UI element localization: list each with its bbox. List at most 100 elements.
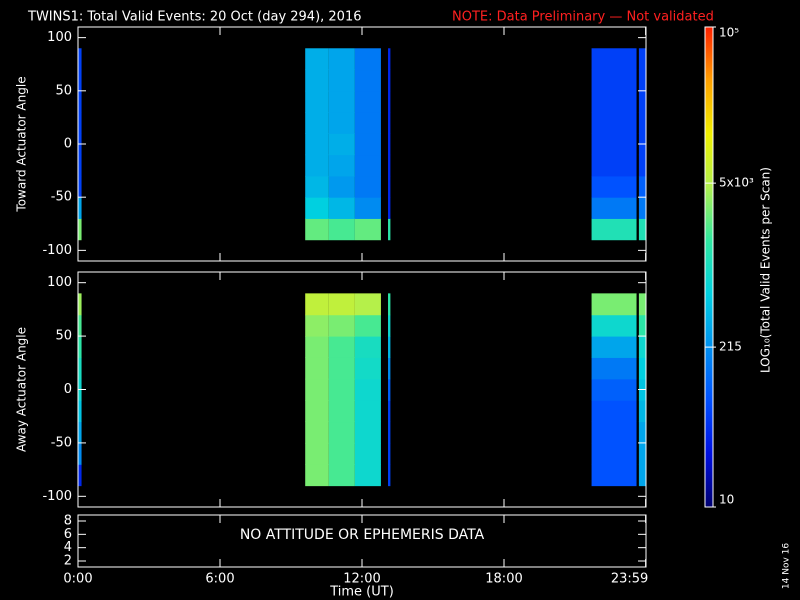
heat-cell <box>591 154 637 177</box>
colorbar <box>704 26 714 508</box>
y-tick-label: 50 <box>55 329 72 344</box>
x-axis-label: Time (UT) <box>329 585 394 600</box>
colorbar-tick-label: 215 <box>719 340 742 354</box>
y-tick-label: 2 <box>64 554 72 569</box>
heat-cell <box>78 218 82 241</box>
heat-cell <box>78 400 82 423</box>
heat-cell <box>328 133 355 156</box>
heat-cell <box>354 314 381 337</box>
heat-cell <box>328 336 355 358</box>
heat-cell <box>638 293 646 316</box>
y-tick-label: 0 <box>64 137 72 152</box>
heat-cell <box>354 90 381 113</box>
date-stamp: 14 Nov 16 <box>782 543 792 589</box>
heat-cell <box>328 112 355 134</box>
heat-cell <box>591 197 637 219</box>
heat-cell <box>388 336 391 358</box>
heat-cell <box>591 218 637 241</box>
heat-cell <box>305 133 329 156</box>
y-tick-label: -50 <box>51 190 72 205</box>
heat-cell <box>388 464 391 487</box>
heat-cell <box>638 442 646 465</box>
heat-cell <box>388 133 391 156</box>
heat-cell <box>305 442 329 465</box>
heat-cell <box>591 133 637 156</box>
heat-cell <box>388 48 391 71</box>
heat-cell <box>78 293 82 316</box>
x-tick-label: 6:00 <box>205 572 234 587</box>
heat-cell <box>328 400 355 423</box>
heat-cell <box>78 90 82 113</box>
y-tick-label: 100 <box>47 275 72 290</box>
heat-cell <box>328 442 355 465</box>
heat-cell <box>354 218 381 241</box>
heat-cell <box>591 442 637 465</box>
heat-cell <box>328 90 355 113</box>
heat-cell <box>354 154 381 177</box>
heat-cell <box>638 464 646 487</box>
heat-cell <box>591 175 637 198</box>
y-tick-label: 0 <box>64 382 72 397</box>
heat-cell <box>388 400 391 423</box>
heat-cell <box>591 314 637 337</box>
heat-cell <box>354 442 381 465</box>
heat-cell <box>638 218 646 241</box>
heat-cell <box>388 69 391 92</box>
y-axis-label: Toward Actuator Angle <box>15 76 29 212</box>
heat-cell <box>354 197 381 219</box>
heat-cell <box>638 175 646 198</box>
heat-cell <box>328 69 355 92</box>
heat-cell <box>305 357 329 380</box>
heat-cell <box>388 421 391 444</box>
heat-cell <box>388 314 391 337</box>
heat-cell <box>78 421 82 444</box>
heat-cell <box>305 154 329 177</box>
heat-cell <box>388 442 391 465</box>
heat-cell <box>354 175 381 198</box>
heat-cell <box>354 464 381 487</box>
colorbar-label: LOG₁₀(Total Valid Events per Scan) <box>759 167 773 373</box>
heat-cell <box>78 336 82 358</box>
colorbar-tick-label: 5x10³ <box>719 176 754 190</box>
heat-cell <box>328 378 355 401</box>
x-tick-label: 12:00 <box>343 572 380 587</box>
heat-cell <box>328 464 355 487</box>
heat-cell <box>354 421 381 444</box>
heat-cell <box>591 90 637 113</box>
heat-cell <box>305 421 329 444</box>
x-tick-label: 23:59 <box>611 572 648 587</box>
heat-cell <box>305 90 329 113</box>
heat-cell <box>638 336 646 358</box>
heat-cell <box>388 357 391 380</box>
heat-cell <box>305 218 329 241</box>
heat-cell <box>388 218 391 241</box>
heat-cell <box>591 293 637 316</box>
heat-cell <box>591 400 637 423</box>
heat-cell <box>591 464 637 487</box>
y-tick-label: 8 <box>64 514 72 529</box>
x-tick-label: 0:00 <box>63 572 92 587</box>
heat-cell <box>638 90 646 113</box>
heat-cell <box>591 112 637 134</box>
heat-cell <box>305 112 329 134</box>
chart-title: TWINS1: Total Valid Events: 20 Oct (day … <box>27 10 362 25</box>
note: NOTE: Data Preliminary — Not validated <box>452 10 714 25</box>
heat-cell <box>78 442 82 465</box>
y-tick-label: 4 <box>64 540 72 555</box>
y-tick-label: -100 <box>42 243 72 258</box>
y-tick-label: -100 <box>42 489 72 504</box>
y-tick-label: -50 <box>51 435 72 450</box>
heat-cell <box>305 48 329 71</box>
heat-cell <box>591 336 637 358</box>
y-axis-label: Away Actuator Angle <box>15 327 29 452</box>
heat-cell <box>305 197 329 219</box>
heat-cell <box>638 400 646 423</box>
heat-cell <box>388 293 391 316</box>
heat-cell <box>78 314 82 337</box>
heat-cell <box>78 154 82 177</box>
heat-cell <box>354 69 381 92</box>
heat-cell <box>328 314 355 337</box>
heat-cell <box>78 197 82 219</box>
heat-cell <box>78 48 82 71</box>
